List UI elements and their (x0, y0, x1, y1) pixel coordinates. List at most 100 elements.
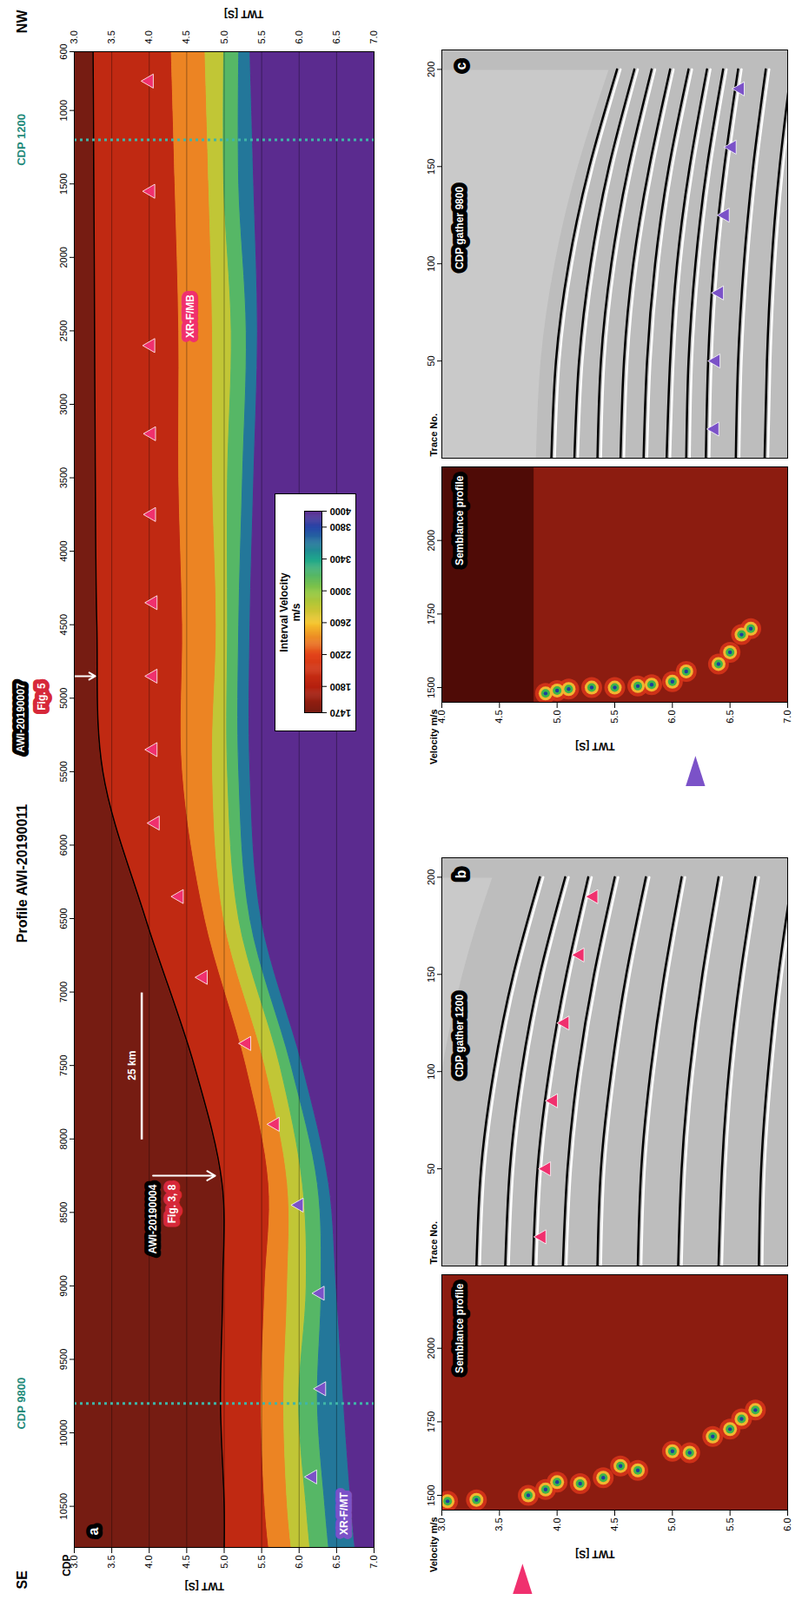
svg-text:5000: 5000 (58, 688, 69, 710)
svg-text:2600: 2600 (330, 617, 352, 629)
svg-text:10000: 10000 (58, 1419, 69, 1447)
svg-text:Profile AWI-20190011: Profile AWI-20190011 (14, 804, 30, 944)
svg-text:c: c (453, 61, 469, 70)
svg-text:3500: 3500 (58, 467, 69, 489)
svg-text:3.5: 3.5 (106, 30, 117, 44)
svg-text:5.5: 5.5 (256, 1556, 267, 1570)
svg-text:5500: 5500 (58, 761, 69, 783)
svg-text:7.0: 7.0 (782, 710, 793, 724)
svg-text:6.0: 6.0 (293, 1556, 305, 1570)
svg-text:Trace No.: Trace No. (428, 413, 439, 458)
svg-text:4500: 4500 (58, 614, 69, 636)
svg-text:4.0: 4.0 (143, 30, 154, 44)
svg-text:1750: 1750 (425, 1411, 437, 1433)
svg-text:5.5: 5.5 (256, 30, 267, 44)
svg-text:6.5: 6.5 (724, 710, 736, 724)
svg-text:7.0: 7.0 (368, 30, 379, 44)
svg-text:TWT [S]: TWT [S] (224, 7, 264, 20)
svg-text:200: 200 (425, 61, 437, 78)
svg-text:3.5: 3.5 (493, 1518, 504, 1532)
svg-text:SE: SE (14, 1570, 30, 1591)
svg-text:1500: 1500 (425, 676, 437, 698)
svg-text:4.5: 4.5 (180, 1556, 192, 1570)
svg-text:6.5: 6.5 (331, 1556, 342, 1570)
svg-text:7.0: 7.0 (368, 1556, 379, 1570)
svg-text:3.0: 3.0 (68, 30, 80, 44)
svg-text:150: 150 (425, 967, 437, 983)
svg-text:TWT [S]: TWT [S] (185, 1580, 225, 1593)
svg-text:6.0: 6.0 (666, 710, 677, 724)
svg-text:25 km: 25 km (125, 1051, 139, 1081)
svg-text:1000: 1000 (58, 99, 69, 121)
svg-text:XR-F/MB: XR-F/MB (184, 294, 197, 339)
svg-text:Semblance profile: Semblance profile (453, 1283, 466, 1374)
svg-text:5.0: 5.0 (551, 710, 563, 724)
svg-text:2000: 2000 (425, 530, 437, 551)
svg-text:5.0: 5.0 (666, 1518, 677, 1532)
svg-text:3000: 3000 (330, 586, 352, 597)
svg-text:5.0: 5.0 (218, 30, 230, 44)
svg-text:600: 600 (58, 43, 69, 60)
svg-text:2000: 2000 (425, 1338, 437, 1359)
svg-text:4000: 4000 (58, 540, 69, 562)
svg-text:Fig. 3, 8: Fig. 3, 8 (165, 1184, 179, 1224)
svg-text:50: 50 (425, 355, 437, 366)
svg-text:4.5: 4.5 (609, 1518, 620, 1532)
svg-text:TWT [S]: TWT [S] (575, 1548, 615, 1561)
svg-text:100: 100 (425, 1064, 437, 1081)
svg-text:Velocity m/s: Velocity m/s (428, 1517, 439, 1574)
svg-text:8000: 8000 (58, 1128, 69, 1150)
svg-text:4.5: 4.5 (180, 30, 192, 44)
svg-text:4.0: 4.0 (551, 1518, 563, 1532)
svg-text:6.0: 6.0 (782, 1518, 793, 1532)
svg-text:7500: 7500 (58, 1054, 69, 1076)
svg-text:CDP 9800: CDP 9800 (14, 1378, 28, 1431)
svg-text:3.5: 3.5 (106, 1556, 117, 1570)
svg-text:5.0: 5.0 (218, 1556, 230, 1570)
svg-text:1500: 1500 (425, 1484, 437, 1506)
svg-text:1500: 1500 (58, 172, 69, 194)
svg-text:5.5: 5.5 (609, 710, 620, 724)
svg-text:Trace No.: Trace No. (428, 1221, 439, 1266)
svg-text:9500: 9500 (58, 1349, 69, 1371)
svg-text:3000: 3000 (58, 393, 69, 415)
svg-text:CDP gather 9800: CDP gather 9800 (453, 186, 466, 270)
svg-text:Velocity m/s: Velocity m/s (428, 709, 439, 766)
svg-text:CDP: CDP (60, 1555, 73, 1578)
svg-text:3400: 3400 (330, 554, 352, 565)
svg-text:1470: 1470 (330, 708, 352, 719)
svg-text:Semblance profile: Semblance profile (453, 475, 466, 566)
svg-text:2500: 2500 (58, 320, 69, 342)
svg-text:200: 200 (425, 869, 437, 886)
svg-text:6500: 6500 (58, 908, 69, 929)
svg-text:1750: 1750 (425, 603, 437, 625)
svg-text:CDP 1200: CDP 1200 (14, 113, 28, 166)
svg-text:2000: 2000 (58, 246, 69, 268)
svg-text:2200: 2200 (330, 649, 352, 661)
svg-text:9000: 9000 (58, 1275, 69, 1297)
svg-text:6.5: 6.5 (331, 30, 342, 44)
svg-text:a: a (86, 1528, 101, 1537)
svg-text:Fig. 5: Fig. 5 (35, 682, 48, 711)
svg-text:b: b (453, 869, 469, 879)
svg-text:4.5: 4.5 (493, 710, 504, 724)
svg-text:6000: 6000 (58, 835, 69, 856)
svg-text:NW: NW (14, 9, 30, 34)
svg-text:50: 50 (425, 1163, 437, 1174)
svg-text:7000: 7000 (58, 981, 69, 1003)
svg-text:3800: 3800 (330, 522, 352, 533)
svg-text:XR-F/MT: XR-F/MT (338, 1492, 351, 1536)
svg-text:AWI-20190007: AWI-20190007 (14, 682, 27, 753)
svg-text:150: 150 (425, 159, 437, 175)
svg-text:CDP gather 1200: CDP gather 1200 (453, 994, 466, 1078)
svg-text:4000: 4000 (330, 506, 352, 517)
svg-text:5.5: 5.5 (724, 1518, 736, 1532)
svg-text:1800: 1800 (330, 682, 352, 693)
svg-text:6.0: 6.0 (293, 30, 305, 44)
svg-text:8500: 8500 (58, 1202, 69, 1224)
svg-text:4.0: 4.0 (143, 1556, 154, 1570)
svg-text:100: 100 (425, 256, 437, 272)
svg-text:10500: 10500 (58, 1493, 69, 1521)
svg-text:AWI-20190004: AWI-20190004 (146, 1184, 160, 1254)
svg-text:TWT [S]: TWT [S] (575, 740, 615, 753)
